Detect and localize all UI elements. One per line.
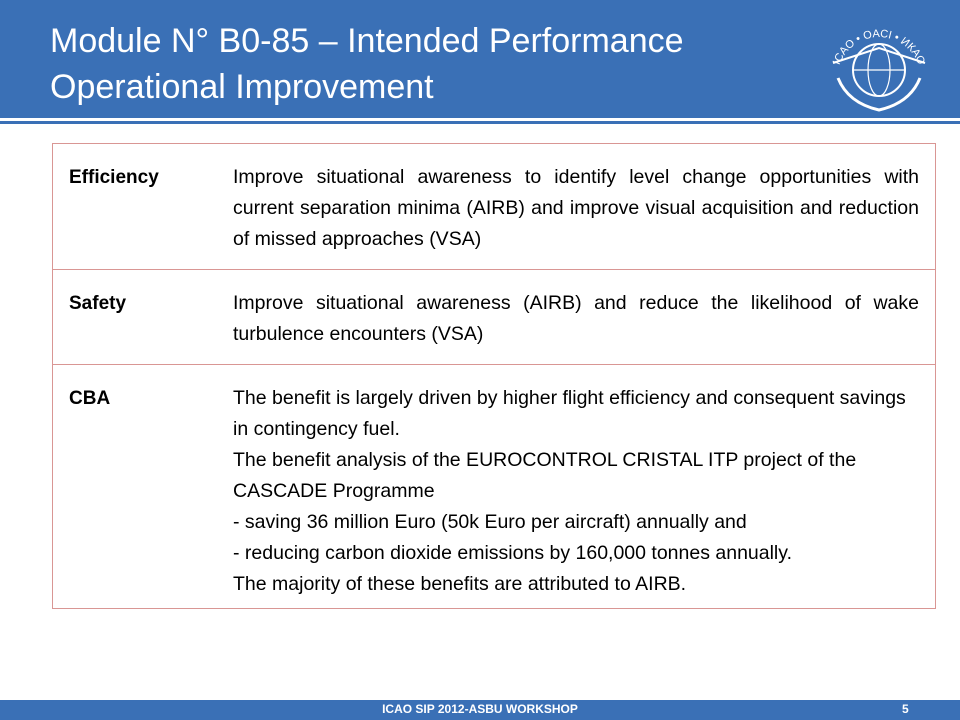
title: Operational Improvement: [50, 68, 434, 106]
logo: ICAO • OACI • ИКАО: [831, 28, 927, 112]
row-description: Improve situational awareness (AIRB) and…: [233, 288, 919, 350]
header-band: Module N° B0-85 – Intended Performance O…: [0, 0, 960, 118]
page-number: 5: [902, 702, 909, 716]
footer-text: ICAO SIP 2012-ASBU WORKSHOP: [382, 702, 578, 716]
table-row: Safety Improve situational awareness (AIR…: [53, 270, 935, 365]
table-row: CBA The benefit is largely driven by high…: [53, 365, 935, 608]
paragraph: Improve situational awareness to identif…: [233, 166, 919, 250]
row-description: Improve situational awareness to identif…: [233, 162, 919, 255]
paragraph: The benefit analysis of the EUROCONTROL …: [233, 449, 857, 502]
row-label: CBA: [69, 388, 111, 409]
row-description: The benefit is largely driven by higher …: [233, 383, 919, 600]
header-rule: [0, 121, 960, 124]
row-label: Safety: [69, 293, 127, 314]
wings: [832, 46, 926, 64]
paragraph: - reducing carbon dioxide emissions by 1…: [233, 542, 792, 564]
table-row: Efficiency Improve situational awareness …: [53, 144, 935, 270]
paragraph: The benefit is largely driven by higher …: [233, 387, 906, 440]
paragraph: Improve situational awareness (AIRB) and…: [233, 292, 919, 345]
wreath: [836, 77, 922, 112]
title: Module N° B0-85 – Intended Performance: [50, 22, 684, 60]
row-label: Efficiency: [69, 167, 159, 188]
footer-band: ICAO SIP 2012-ASBU WORKSHOP 5: [0, 700, 960, 720]
paragraph: - saving 36 million Euro (50k Euro per a…: [233, 511, 747, 533]
table: Efficiency Improve situational awareness …: [52, 143, 936, 609]
paragraph: The majority of these benefits are attri…: [233, 573, 687, 595]
